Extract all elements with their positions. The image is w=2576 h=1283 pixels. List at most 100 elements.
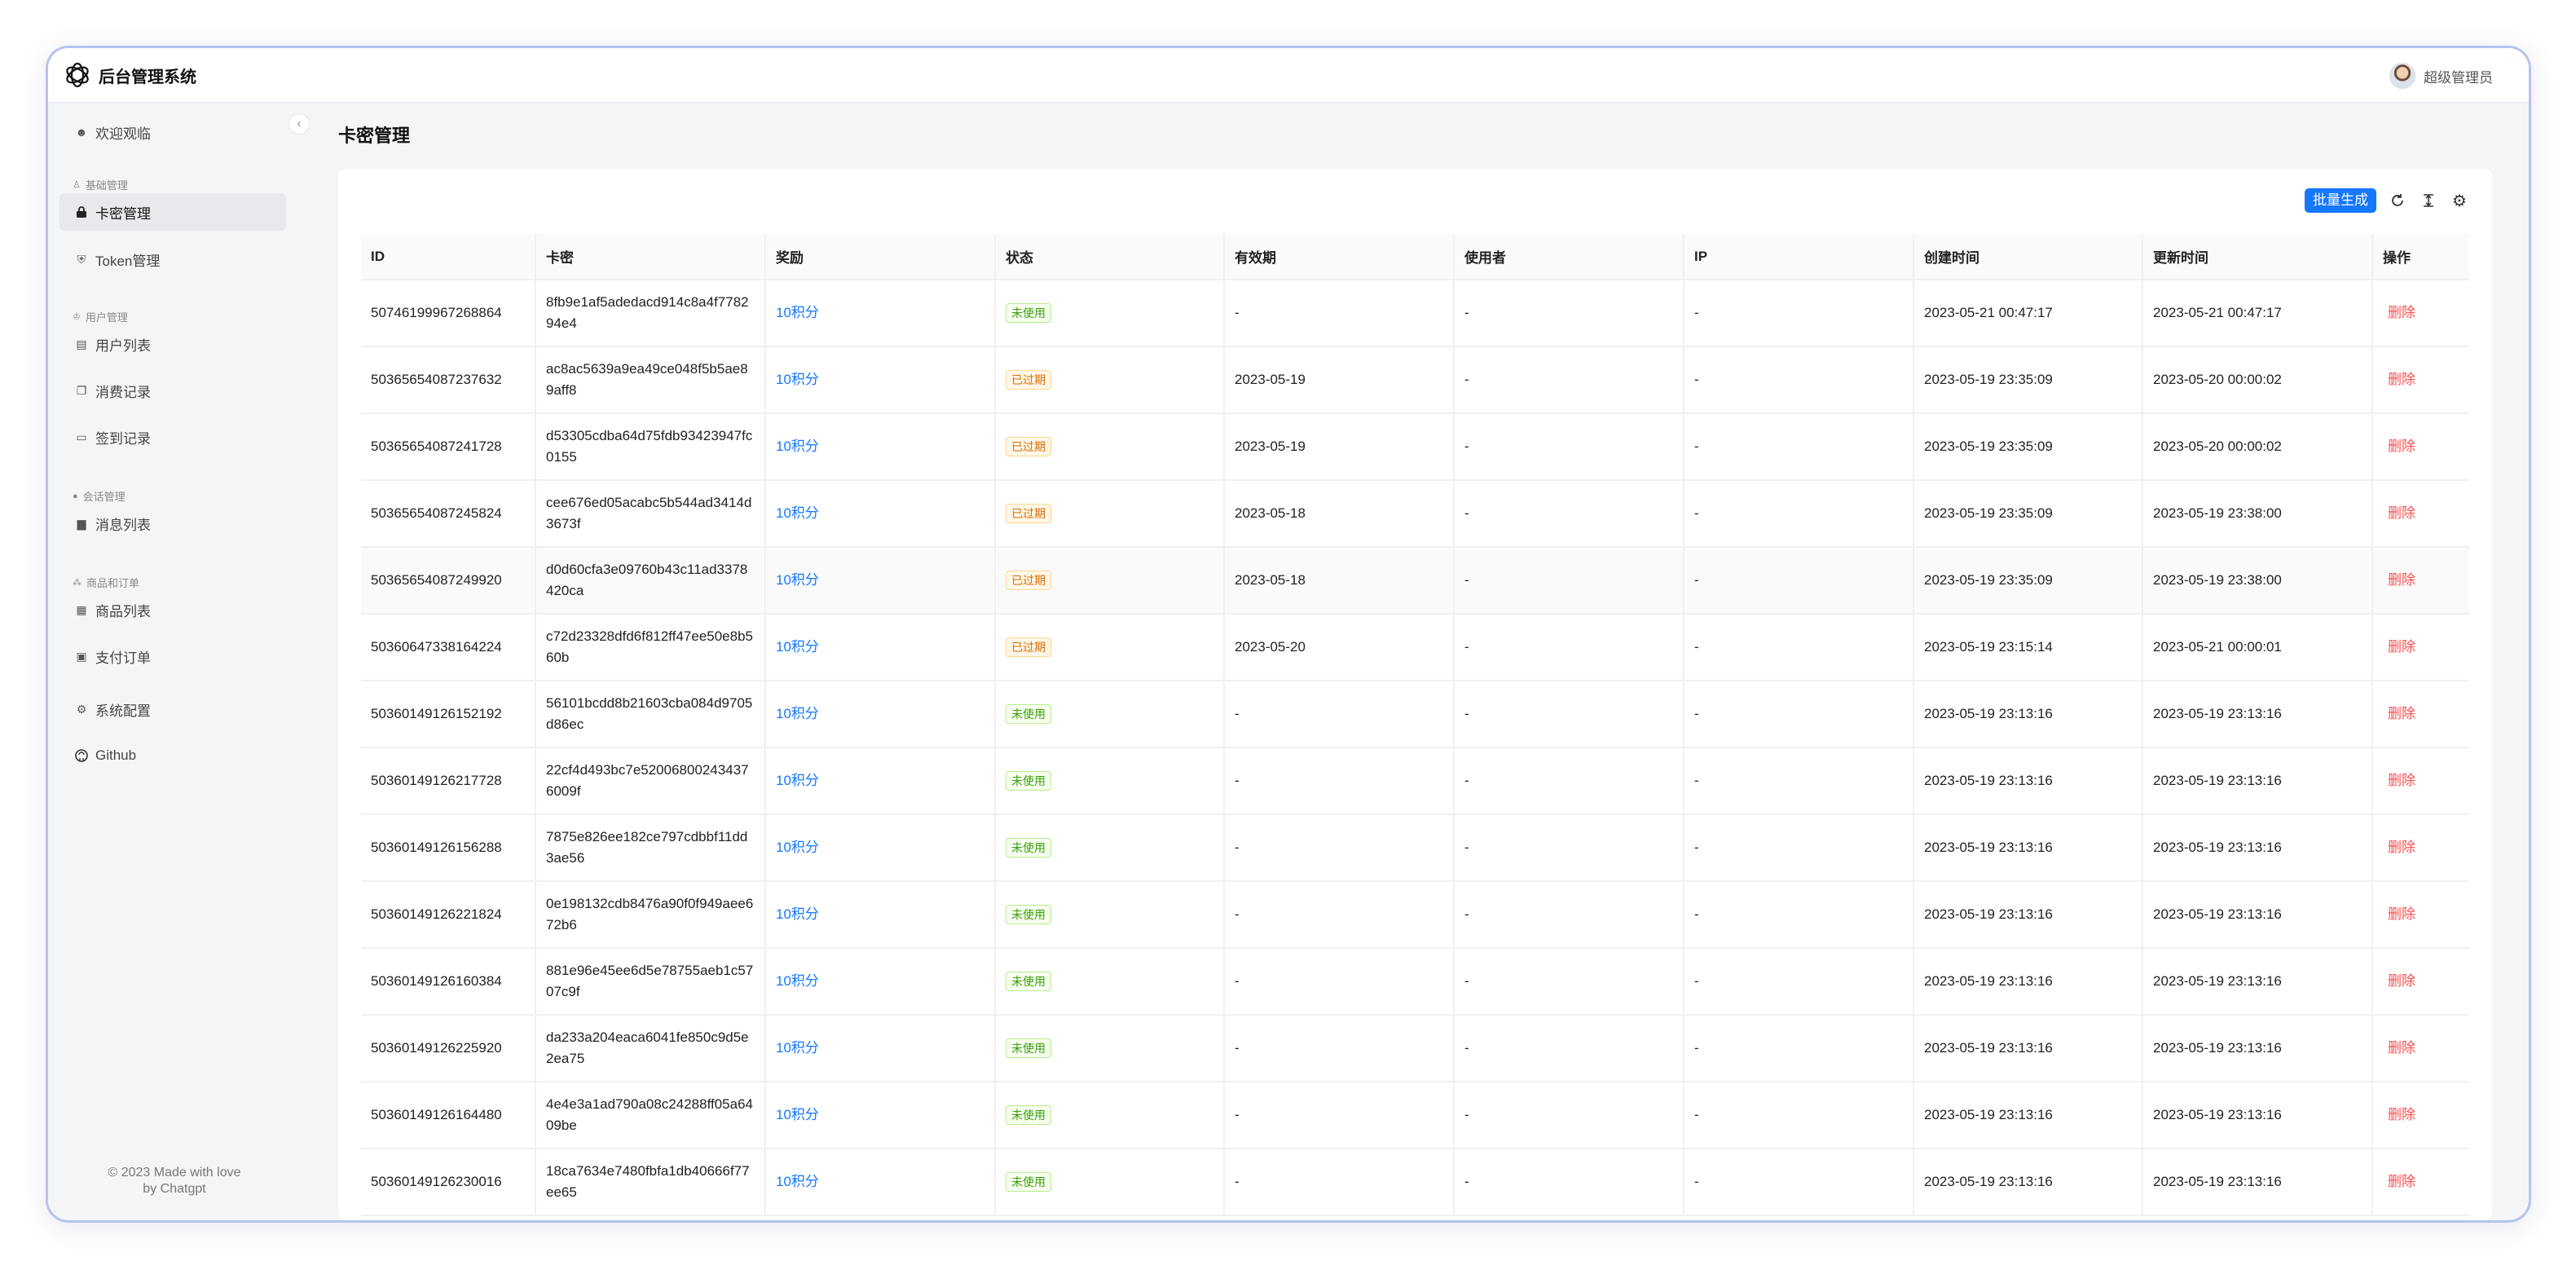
- reward-link[interactable]: 10积分: [776, 305, 819, 320]
- key-value: c72d23328dfd6f812ff47ee50e8b560b: [546, 628, 753, 665]
- sidebar-item-welcome[interactable]: ☻ 欢迎观临: [59, 113, 286, 151]
- reward-link[interactable]: 10积分: [776, 1107, 819, 1122]
- user-value: -: [1464, 372, 1469, 387]
- reward-link[interactable]: 10积分: [776, 906, 819, 922]
- cell-user: -: [1454, 280, 1684, 347]
- cell-user: -: [1454, 346, 1684, 414]
- refresh-icon[interactable]: [2388, 191, 2407, 210]
- table-row: 50746199967268864 8fb9e1af5adedacd914c8a4…: [361, 280, 2469, 347]
- table-row: 50360149126156288 7875e826ee182ce797cdbbf…: [361, 814, 2469, 882]
- status-badge: 已过期: [1006, 571, 1051, 590]
- expire-value: -: [1235, 305, 1240, 320]
- sidebar-item-token-manage[interactable]: ⛨ Token管理: [59, 240, 286, 278]
- reward-link[interactable]: 10积分: [776, 505, 819, 521]
- delete-button[interactable]: 删除: [2388, 1174, 2415, 1189]
- cell-ip: -: [1684, 948, 1914, 1016]
- sidebar-item-system-config[interactable]: ⚙ 系统配置: [59, 690, 286, 728]
- updated-value: 2023-05-19 23:13:16: [2153, 1174, 2282, 1189]
- batch-generate-button[interactable]: 批量生成: [2305, 188, 2376, 213]
- table-row: 50360149126160384 881e96e45ee6d5e78755aeb…: [361, 948, 2469, 1016]
- reward-link[interactable]: 10积分: [776, 773, 819, 788]
- avatar[interactable]: [2389, 63, 2415, 89]
- expire-value: -: [1235, 706, 1240, 721]
- table-row: 50365654087249920 d0d60cfa3e09760b43c11ad…: [361, 547, 2469, 615]
- delete-button[interactable]: 删除: [2388, 773, 2415, 788]
- sidebar-item-goods-list[interactable]: ▦ 商品列表: [59, 591, 286, 628]
- sidebar-item-card-manage[interactable]: 卡密管理: [59, 193, 286, 231]
- user-name[interactable]: 超级管理员: [2424, 69, 2493, 86]
- updated-value: 2023-05-21 00:47:17: [2153, 305, 2282, 320]
- created-value: 2023-05-19 23:13:16: [1924, 1107, 2053, 1122]
- cell-created: 2023-05-19 23:13:16: [1913, 881, 2143, 949]
- reward-link[interactable]: 10积分: [776, 1040, 819, 1056]
- column-header-user[interactable]: 使用者: [1454, 234, 1684, 280]
- top-header: 后台管理系统 超级管理员: [48, 48, 2529, 104]
- delete-button[interactable]: 删除: [2388, 372, 2415, 387]
- column-header-id[interactable]: ID: [361, 234, 536, 280]
- key-value: 881e96e45ee6d5e78755aeb1c5707c9f: [546, 963, 754, 999]
- status-badge: 未使用: [1006, 838, 1051, 858]
- user-icon: ♙: [73, 180, 81, 190]
- updated-value: 2023-05-19 23:13:16: [2153, 973, 2282, 989]
- id-value: 50360149126230016: [371, 1174, 502, 1189]
- cell-key: da233a204eaca6041fe850c9d5e2ea75: [535, 1015, 766, 1082]
- cell-key: 18ca7634e7480fbfa1db40666f77ee65: [535, 1149, 766, 1216]
- cell-ip: -: [1684, 681, 1914, 748]
- delete-button[interactable]: 删除: [2388, 706, 2415, 721]
- sidebar-item-user-list[interactable]: ▤ 用户列表: [59, 325, 286, 363]
- column-header-reward[interactable]: 奖励: [765, 234, 996, 280]
- status-badge: 未使用: [1006, 704, 1051, 724]
- delete-button[interactable]: 删除: [2388, 906, 2415, 922]
- logo[interactable]: 后台管理系统: [61, 59, 196, 91]
- cell-user: -: [1454, 948, 1684, 1016]
- card-key-table: ID 卡密 奖励 状态 有效期 使用者 IP 创建时间 更新时间 操作 5074…: [361, 234, 2469, 1216]
- reward-link[interactable]: 10积分: [776, 973, 819, 989]
- delete-button[interactable]: 删除: [2388, 1040, 2415, 1056]
- status-badge: 未使用: [1006, 1105, 1051, 1125]
- expire-value: 2023-05-18: [1235, 505, 1306, 521]
- delete-button[interactable]: 删除: [2388, 572, 2415, 588]
- sidebar-item-pay-orders[interactable]: ▣ 支付订单: [59, 637, 286, 675]
- column-header-status[interactable]: 状态: [995, 234, 1225, 280]
- sidebar-item-signin-records[interactable]: ▭ 签到记录: [59, 418, 286, 456]
- reward-link[interactable]: 10积分: [776, 372, 819, 387]
- cell-user: -: [1454, 681, 1684, 748]
- cell-status: 已过期: [995, 413, 1225, 481]
- updated-value: 2023-05-20 00:00:02: [2153, 439, 2282, 454]
- sidebar-collapse-button[interactable]: ‹: [288, 113, 310, 134]
- reward-link[interactable]: 10积分: [776, 572, 819, 588]
- cell-ip: -: [1684, 1149, 1914, 1216]
- sidebar-item-consume-records[interactable]: ❐ 消费记录: [59, 372, 286, 409]
- wallet-icon: ▣: [76, 649, 87, 663]
- cell-action: 删除: [2372, 480, 2469, 548]
- delete-button[interactable]: 删除: [2388, 840, 2415, 855]
- sidebar-item-github[interactable]: Github: [59, 737, 286, 774]
- cell-user: -: [1454, 747, 1684, 815]
- setting-icon[interactable]: ⚙: [2452, 192, 2467, 210]
- column-header-updated[interactable]: 更新时间: [2142, 234, 2373, 280]
- delete-button[interactable]: 删除: [2388, 1107, 2415, 1122]
- cell-expire: -: [1224, 681, 1455, 748]
- delete-button[interactable]: 删除: [2388, 305, 2415, 320]
- user-menu[interactable]: 超级管理员: [2389, 63, 2493, 89]
- reward-link[interactable]: 10积分: [776, 639, 819, 655]
- delete-button[interactable]: 删除: [2388, 973, 2415, 989]
- column-header-key[interactable]: 卡密: [535, 234, 766, 280]
- column-header-created[interactable]: 创建时间: [1913, 234, 2143, 280]
- status-badge: 未使用: [1006, 771, 1051, 791]
- sidebar-item-message-list[interactable]: ▆ 消息列表: [59, 505, 286, 542]
- delete-button[interactable]: 删除: [2388, 639, 2415, 655]
- delete-button[interactable]: 删除: [2388, 439, 2415, 454]
- sidebar-item-label: 消息列表: [95, 517, 151, 533]
- column-header-expire[interactable]: 有效期: [1224, 234, 1455, 280]
- delete-button[interactable]: 删除: [2388, 505, 2415, 521]
- column-height-icon[interactable]: [2419, 191, 2438, 210]
- column-header-ip[interactable]: IP: [1684, 234, 1914, 280]
- ip-value: -: [1694, 1174, 1699, 1189]
- key-value: ac8ac5639a9ea49ce048f5b5ae89aff8: [546, 361, 748, 398]
- reward-link[interactable]: 10积分: [776, 706, 819, 721]
- cell-id: 50360149126221824: [361, 881, 536, 949]
- reward-link[interactable]: 10积分: [776, 840, 819, 855]
- reward-link[interactable]: 10积分: [776, 439, 819, 454]
- reward-link[interactable]: 10积分: [776, 1174, 819, 1189]
